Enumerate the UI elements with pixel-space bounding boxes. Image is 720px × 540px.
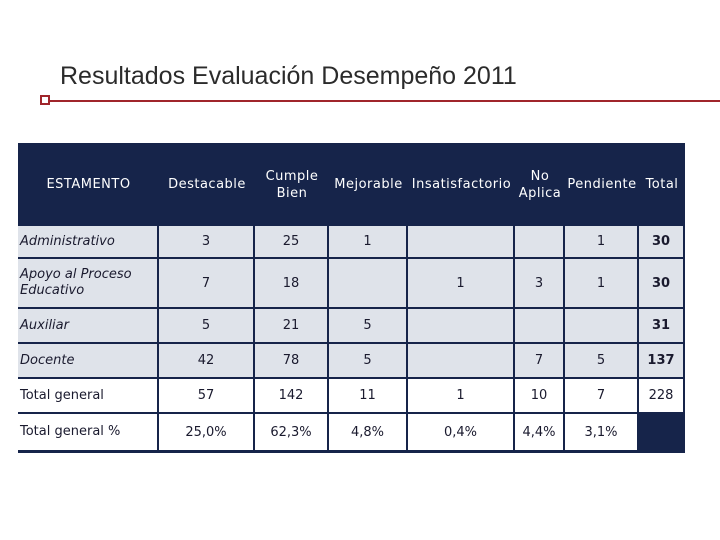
header-insatisfactorio: Insatisfactorio — [408, 143, 515, 226]
title-underline — [48, 100, 720, 102]
table-cell: 7 — [159, 259, 255, 309]
table-cell: 1 — [408, 259, 515, 309]
header-pendiente: Pendiente — [565, 143, 639, 226]
table-row: Auxiliar 5 21 5 31 — [18, 309, 685, 344]
table-cell-empty — [639, 414, 685, 452]
table-cell: 142 — [255, 379, 329, 414]
table-cell: 1 — [408, 379, 515, 414]
table-cell: 21 — [255, 309, 329, 344]
table-cell: 4,4% — [515, 414, 565, 452]
table-row: Apoyo al Proceso Educativo 7 18 1 3 1 30 — [18, 259, 685, 309]
table-cell: 78 — [255, 344, 329, 379]
table-cell: 5 — [565, 344, 639, 379]
header-cumple-bien: Cumple Bien — [255, 143, 329, 226]
header-no-aplica: No Aplica — [515, 143, 565, 226]
table-cell-total: 30 — [639, 259, 685, 309]
table-row: Administrativo 3 25 1 1 30 — [18, 226, 685, 259]
results-table: ESTAMENTO Destacable Cumple Bien Mejorab… — [18, 143, 685, 452]
table-cell-total: 137 — [639, 344, 685, 379]
table-cell: 1 — [329, 226, 408, 259]
table-cell: 7 — [565, 379, 639, 414]
table-cell — [515, 226, 565, 259]
table-row-total: Total general 57 142 11 1 10 7 228 — [18, 379, 685, 414]
header-row: ESTAMENTO Destacable Cumple Bien Mejorab… — [18, 143, 685, 226]
table-cell: 57 — [159, 379, 255, 414]
header-destacable: Destacable — [159, 143, 255, 226]
header-mejorable: Mejorable — [329, 143, 408, 226]
table-cell — [565, 309, 639, 344]
table-cell: 5 — [159, 309, 255, 344]
header-total: Total — [639, 143, 685, 226]
table-cell: 5 — [329, 344, 408, 379]
row-label: Docente — [18, 344, 159, 379]
table-cell: 1 — [565, 259, 639, 309]
table-cell — [408, 344, 515, 379]
table-cell: 5 — [329, 309, 408, 344]
table-cell — [408, 226, 515, 259]
row-label: Auxiliar — [18, 309, 159, 344]
table-cell: 3,1% — [565, 414, 639, 452]
row-label: Apoyo al Proceso Educativo — [18, 259, 159, 309]
table-cell: 42 — [159, 344, 255, 379]
table-cell: 3 — [159, 226, 255, 259]
header-estamento: ESTAMENTO — [18, 143, 159, 226]
table-cell: 3 — [515, 259, 565, 309]
row-label: Administrativo — [18, 226, 159, 259]
table-cell: 25 — [255, 226, 329, 259]
table-cell: 11 — [329, 379, 408, 414]
table-cell: 0,4% — [408, 414, 515, 452]
table-cell — [408, 309, 515, 344]
table-cell — [515, 309, 565, 344]
table-cell-total: 30 — [639, 226, 685, 259]
page-title: Resultados Evaluación Desempeño 2011 — [60, 62, 517, 90]
table-cell: 18 — [255, 259, 329, 309]
table-cell: 25,0% — [159, 414, 255, 452]
row-label: Total general % — [18, 414, 159, 452]
table-cell: 4,8% — [329, 414, 408, 452]
row-label: Total general — [18, 379, 159, 414]
table-cell: 1 — [565, 226, 639, 259]
table-cell: 62,3% — [255, 414, 329, 452]
results-table-container: ESTAMENTO Destacable Cumple Bien Mejorab… — [18, 143, 685, 453]
table-cell: 10 — [515, 379, 565, 414]
table-cell-total: 228 — [639, 379, 685, 414]
table-row-percent: Total general % 25,0% 62,3% 4,8% 0,4% 4,… — [18, 414, 685, 452]
table-cell: 7 — [515, 344, 565, 379]
table-cell-total: 31 — [639, 309, 685, 344]
table-cell — [329, 259, 408, 309]
table-row: Docente 42 78 5 7 5 137 — [18, 344, 685, 379]
